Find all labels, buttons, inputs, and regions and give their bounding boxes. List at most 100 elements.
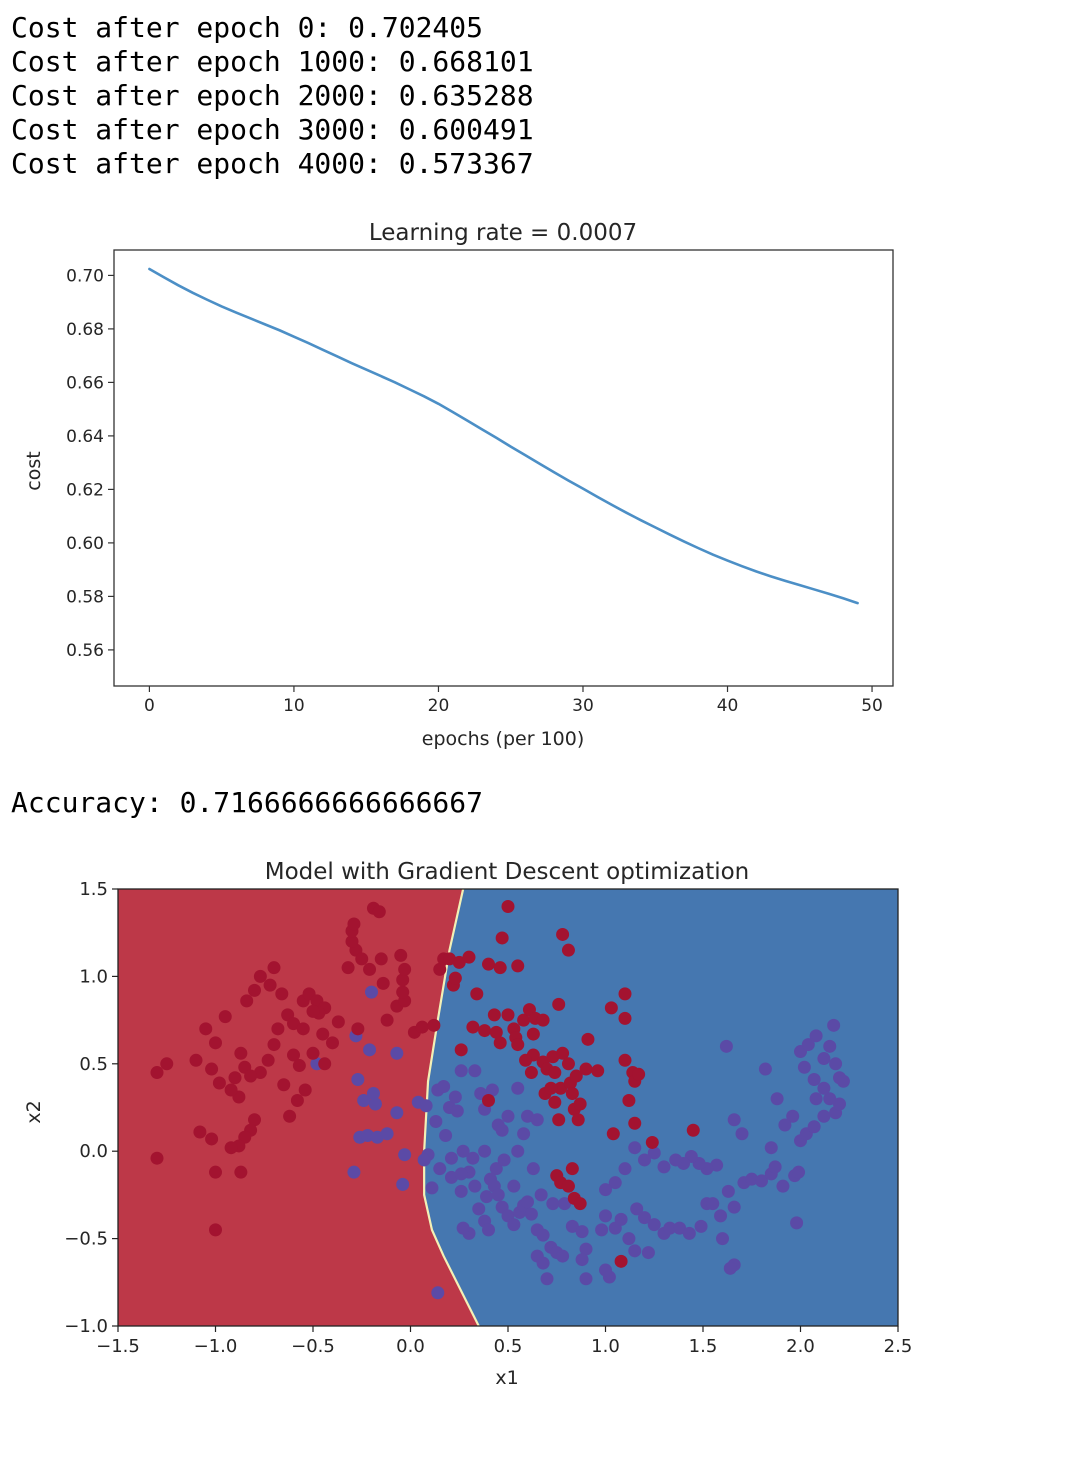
point-class0	[298, 1083, 312, 1097]
point-class0	[571, 1113, 585, 1127]
point-class0	[561, 943, 575, 957]
y-tick-label: 0.60	[66, 534, 104, 554]
point-class0	[511, 959, 525, 973]
point-class1	[511, 1081, 525, 1095]
point-class1	[478, 1144, 492, 1158]
point-class0	[244, 1069, 258, 1083]
x-tick-label: 50	[861, 696, 883, 716]
point-class1	[809, 1029, 823, 1043]
point-class0	[394, 948, 408, 962]
point-class1	[694, 1219, 708, 1233]
point-class0	[548, 1095, 562, 1109]
point-class1	[454, 1064, 468, 1078]
point-class0	[316, 1027, 330, 1041]
point-class0	[396, 973, 410, 987]
x-tick-label: 30	[572, 696, 594, 716]
point-class0	[628, 1116, 642, 1130]
cost-chart: Learning rate = 0.0007 0 10 20 30 40 50 0.56 0.…	[23, 220, 894, 750]
point-class0	[552, 997, 566, 1011]
point-class0	[209, 1165, 222, 1179]
point-class1	[647, 1218, 661, 1232]
point-class0	[224, 1141, 238, 1155]
point-class1	[507, 1179, 521, 1193]
plot-area: −1.5 −1.0 −0.5 0.0 0.5 1.0 1.5 2.0 2.5−1.0−0.50.…	[64, 879, 912, 1357]
point-class1	[534, 1188, 548, 1202]
point-class1	[641, 1246, 655, 1260]
point-class1	[491, 1188, 505, 1202]
x-tick-label: 1.5	[689, 1336, 718, 1357]
point-class1	[833, 1097, 846, 1111]
point-class1	[657, 1160, 671, 1174]
x-tick-label: 0.5	[494, 1336, 523, 1357]
y-tick-label: 0.0	[79, 1141, 108, 1162]
point-class1	[521, 1195, 534, 1209]
point-class0	[556, 1046, 570, 1060]
point-class1	[439, 1128, 453, 1142]
point-class0	[372, 905, 386, 919]
point-class1	[792, 1165, 806, 1179]
x-tick-label: −0.5	[291, 1336, 335, 1357]
point-class1	[444, 1170, 458, 1184]
point-class0	[341, 961, 355, 975]
point-class1	[536, 1256, 550, 1270]
point-class0	[150, 1151, 164, 1165]
point-class1	[663, 1221, 677, 1235]
log-line: Cost after epoch 0: 0.702405	[11, 11, 484, 44]
point-class1	[764, 1141, 778, 1155]
point-class1	[719, 1039, 733, 1053]
point-class1	[575, 1253, 589, 1267]
point-class1	[468, 1064, 482, 1078]
point-class0	[482, 1094, 495, 1108]
x-tick-label: 0	[144, 696, 155, 716]
point-class0	[380, 1013, 394, 1027]
point-class1	[448, 1090, 462, 1104]
y-axis-label: x2	[23, 1100, 45, 1123]
point-class1	[431, 1286, 445, 1300]
point-class1	[628, 1244, 642, 1258]
point-class1	[716, 1232, 729, 1246]
point-class1	[727, 1113, 741, 1127]
point-class1	[758, 1062, 772, 1076]
point-class1	[454, 1167, 468, 1181]
x-tick-label: −1.0	[194, 1336, 238, 1357]
region-class0	[118, 889, 479, 1326]
y-tick-label: 0.68	[66, 320, 104, 340]
y-tick-label: 0.70	[66, 266, 104, 286]
point-class1	[429, 1114, 443, 1128]
point-class0	[561, 1057, 575, 1071]
point-class1	[489, 1162, 503, 1176]
x-tick-label: 1.0	[591, 1336, 620, 1357]
point-class1	[618, 1162, 632, 1176]
point-class0	[561, 1179, 575, 1193]
point-class1	[776, 1179, 790, 1193]
decision-boundary-chart: Model with Gradient Descent optimization…	[23, 859, 912, 1389]
point-class0	[489, 1025, 503, 1039]
point-class0	[604, 1001, 618, 1015]
point-class0	[306, 1004, 320, 1018]
point-class0	[470, 987, 484, 1001]
point-class0	[565, 1087, 579, 1101]
point-class0	[205, 1062, 219, 1076]
point-class0	[209, 1036, 222, 1050]
point-class0	[511, 1038, 525, 1052]
point-class1	[622, 1232, 636, 1246]
point-class1	[706, 1197, 720, 1211]
point-class0	[632, 1067, 646, 1081]
point-class0	[267, 961, 281, 975]
point-class0	[501, 899, 515, 913]
point-class1	[521, 1109, 534, 1123]
point-class0	[443, 952, 456, 966]
y-tick-label: 0.66	[66, 373, 104, 393]
point-class0	[376, 976, 390, 990]
point-class0	[355, 952, 369, 966]
point-class0	[277, 1078, 291, 1092]
point-class1	[669, 1153, 683, 1167]
point-class0	[493, 961, 507, 975]
point-class1	[370, 1130, 384, 1144]
point-class0	[290, 1094, 304, 1108]
point-class1	[501, 1109, 515, 1123]
point-class1	[599, 1209, 612, 1223]
point-class1	[817, 1109, 831, 1123]
y-tick-label: 0.62	[66, 480, 104, 500]
plot-frame	[113, 249, 894, 687]
